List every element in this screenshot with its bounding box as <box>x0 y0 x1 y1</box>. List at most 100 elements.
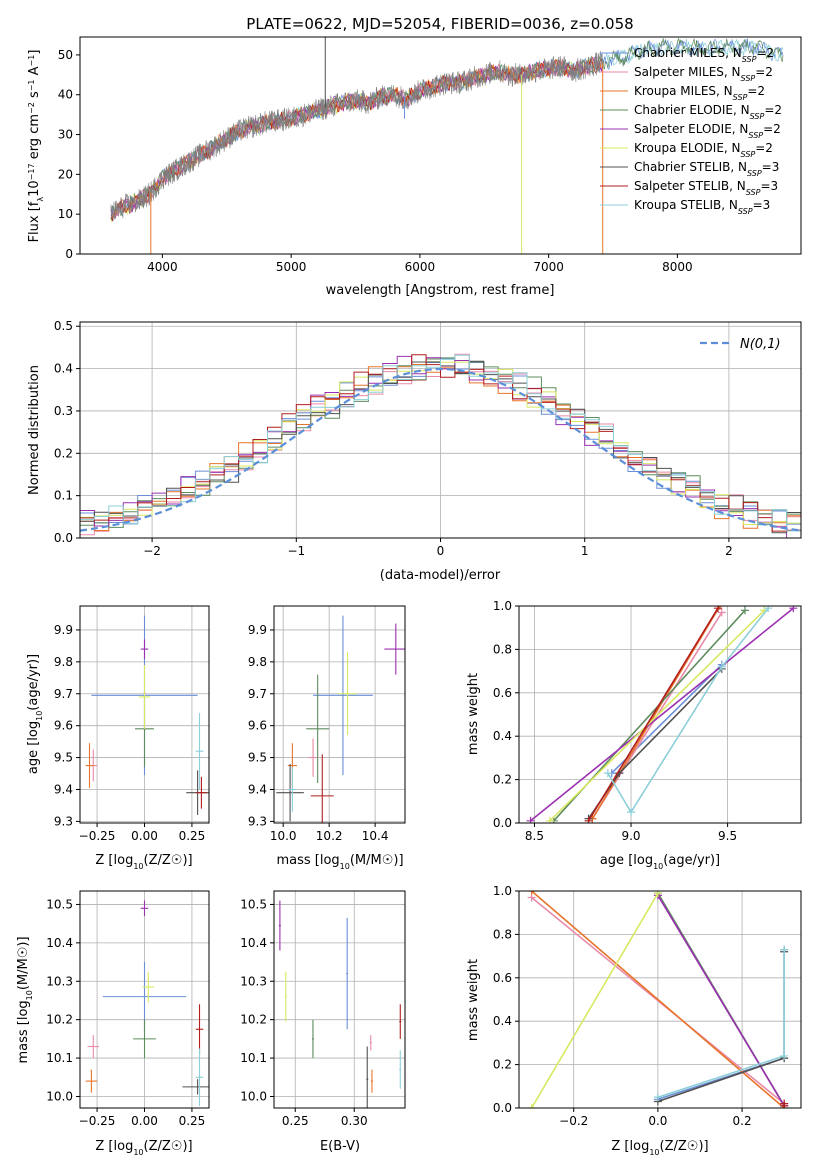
mass-weight-marker <box>764 606 773 613</box>
y-tick-label: 9.7 <box>248 687 267 701</box>
y-tick-label: 10.0 <box>46 1089 73 1103</box>
y-tick-label: 10.1 <box>240 1051 267 1065</box>
x-tick-label: 8.5 <box>525 829 544 843</box>
x-tick-label: −1 <box>287 544 305 558</box>
y-tick-label: 9.3 <box>54 814 73 828</box>
errorbar-point-3 <box>306 674 330 784</box>
y-tick-label: 10.2 <box>46 1013 73 1027</box>
plot-area-mass-vs-ebv <box>278 900 402 1108</box>
x-tick-label: 2 <box>725 544 733 558</box>
x-tick-label: −0.25 <box>79 829 116 843</box>
x-tick-label: 0.25 <box>179 829 206 843</box>
plot-area-mass-weight-vs-age <box>526 606 798 823</box>
y-tick-label: 0.0 <box>54 531 73 545</box>
mass-weight-marker <box>526 816 535 823</box>
y-tick-label: 10.4 <box>240 936 267 950</box>
y-tick-label: 9.6 <box>248 719 267 733</box>
legend-entry: Salpeter STELIB, NSSP=3 <box>634 179 778 197</box>
y-tick-label: 10.4 <box>46 936 73 950</box>
mass-weight-marker <box>545 816 554 823</box>
errorbar-point-8 <box>195 712 204 790</box>
errorbar-point-1 <box>87 1035 99 1059</box>
x-tick-label: 0.30 <box>341 1114 368 1128</box>
mass-weight-marker <box>653 891 662 898</box>
errorbar-point-7 <box>195 776 208 809</box>
x-tick-label: 10.0 <box>270 829 297 843</box>
mass-weight-line-7 <box>587 607 719 822</box>
plot-area-age-vs-Z <box>85 615 209 816</box>
x-axis-label: mass [log10(M/M☉)] <box>276 853 403 871</box>
x-tick-label: −2 <box>143 544 161 558</box>
y-tick-label: 9.4 <box>248 782 267 796</box>
axes-frame <box>273 605 406 824</box>
legend-entry: Chabrier ELODIE, NSSP=2 <box>634 103 782 121</box>
errorbar-point-5 <box>338 652 357 736</box>
legend-entry: N(0,1) <box>740 337 781 352</box>
errorbar-point-6 <box>182 1079 209 1095</box>
y-tick-label: 9.9 <box>54 623 73 637</box>
mass-weight-marker <box>789 606 798 613</box>
mass-weight-line-5 <box>530 892 659 1108</box>
mass-weight-marker <box>780 1051 789 1060</box>
y-axis-label: age [log10(age/yr)] <box>26 654 44 774</box>
errorbar-point-0 <box>313 615 373 776</box>
y-tick-label: 20 <box>58 167 73 181</box>
errorbar-point-2 <box>85 743 94 788</box>
mass-weight-marker <box>584 816 593 823</box>
y-tick-label: 10.5 <box>240 897 267 911</box>
y-tick-label: 30 <box>58 128 73 142</box>
errorbar-point-2 <box>85 1069 98 1093</box>
axis-frame: 10.0 10.2 10.4 9.3 9.4 9.5 9.6 9.7 9.8 9.9 <box>248 605 406 843</box>
x-tick-label: 0.2 <box>733 1114 752 1128</box>
mass-weight-marker <box>717 608 726 617</box>
y-axis-label: Normed distribution <box>27 365 42 495</box>
y-tick-label: 0.1 <box>54 489 73 503</box>
x-tick-label: 7000 <box>533 260 564 274</box>
axes-residuals: −2 −1 0 1 2 0.0 0.1 0.2 0.3 0.4 0.5 <box>54 319 802 558</box>
y-tick-label: 9.8 <box>248 655 267 669</box>
y-tick-label: 0.0 <box>493 816 512 830</box>
y-tick-label: 9.5 <box>54 751 73 765</box>
legend-residuals: N(0,1) <box>700 337 781 352</box>
y-tick-label: 0.8 <box>493 927 512 941</box>
y-tick-label: 9.6 <box>54 719 73 733</box>
errorbar-point-5 <box>142 971 154 1003</box>
errorbar-point-4 <box>140 639 149 659</box>
y-tick-label: 9.8 <box>54 655 73 669</box>
mass-weight-line-5 <box>549 609 765 822</box>
axis-frame: 8.5 9.0 9.5 0.0 0.2 0.4 0.6 0.8 1.0 <box>493 599 802 843</box>
errorbar-point-4 <box>278 900 281 951</box>
x-tick-label: −0.25 <box>79 1114 116 1128</box>
y-tick-label: 9.5 <box>248 751 267 765</box>
x-tick-label: 4000 <box>147 260 178 274</box>
errorbar-point-6 <box>276 763 304 822</box>
y-tick-label: 10 <box>58 207 73 221</box>
plot-area-spectrum <box>110 37 784 254</box>
x-tick-label: 6000 <box>405 260 436 274</box>
errorbar-point-3 <box>311 1019 314 1059</box>
axes-frame <box>79 36 802 255</box>
errorbar-point-4 <box>140 900 149 916</box>
y-tick-label: 1.0 <box>493 884 512 898</box>
errorbar-point-7 <box>399 1004 402 1039</box>
axes-age-vs-Z: −0.25 0.00 0.25 9.3 9.4 9.5 9.6 9.7 9.8 9.9 <box>54 605 210 843</box>
y-tick-label: 0.6 <box>493 971 512 985</box>
errorbar-point-5 <box>138 665 151 729</box>
errorbar-point-1 <box>308 738 318 777</box>
mass-weight-marker <box>527 1104 536 1108</box>
y-tick-label: 0.2 <box>493 1058 512 1072</box>
normal-reference-curve <box>80 367 801 532</box>
y-tick-label: 0.8 <box>493 642 512 656</box>
y-tick-label: 9.9 <box>248 623 267 637</box>
x-axis-label: Z [log10(Z/Z☉)] <box>95 853 192 871</box>
mass-weight-marker <box>713 606 722 613</box>
errorbar-point-5 <box>284 971 287 1022</box>
axes-frame <box>518 890 802 1109</box>
y-tick-label: 0.4 <box>54 362 73 376</box>
axes-mass-vs-Z: −0.25 0.00 0.25 10.0 10.1 10.2 10.3 10.4 10.5 <box>46 890 210 1128</box>
x-tick-label: 9.5 <box>718 829 737 843</box>
errorbar-point-8 <box>195 1048 204 1107</box>
axes-mass-weight-vs-age: 8.5 9.0 9.5 0.0 0.2 0.4 0.6 0.8 1.0 <box>493 599 802 843</box>
axis-frame: 4000 5000 6000 7000 8000 0 10 20 30 40 50 <box>58 36 802 274</box>
